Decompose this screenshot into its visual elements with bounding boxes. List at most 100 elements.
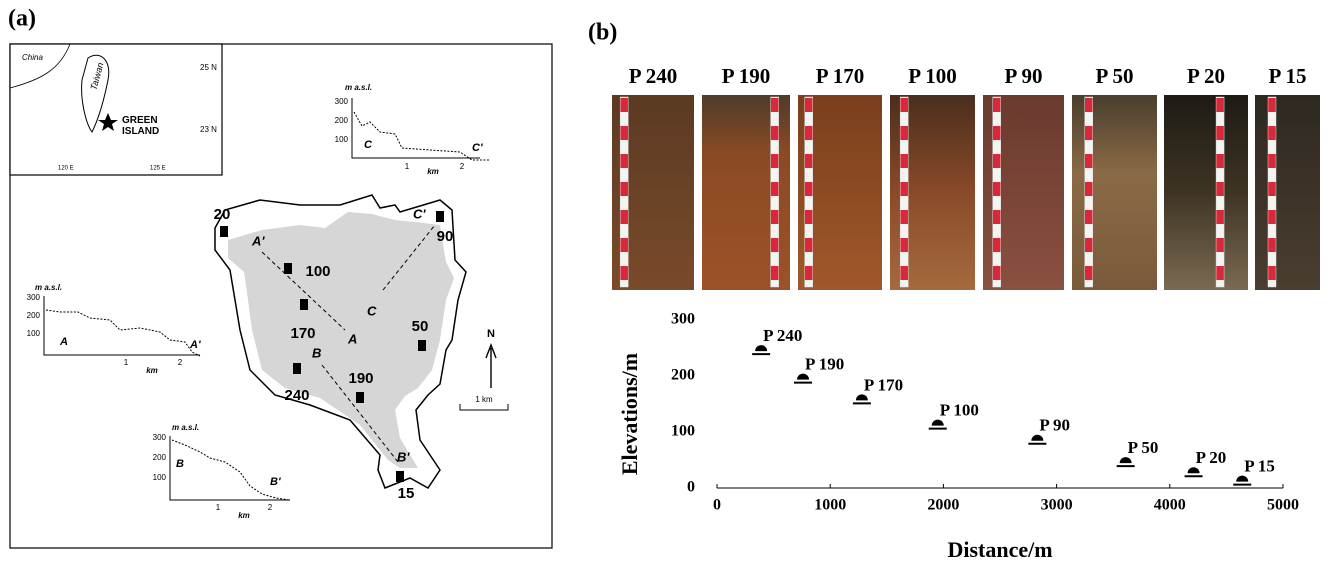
measuring-tape	[619, 96, 629, 288]
point-label: P 50	[1128, 438, 1159, 457]
site-marker	[418, 340, 426, 351]
photo-label: P 20	[1187, 64, 1225, 88]
inset-tick: 125 E	[150, 166, 166, 172]
coastline	[9, 43, 71, 89]
profile-b: m a.s.l. 300 200 100 B B' 1 2 km	[153, 423, 291, 520]
profile-tick: 1	[216, 503, 221, 512]
photo-label: P 50	[1096, 64, 1134, 88]
profile-xlabel: km	[427, 167, 439, 176]
x-tick-label: 4000	[1154, 497, 1186, 514]
point-label: P 90	[1039, 416, 1070, 435]
inset-tick: 23 N	[200, 125, 217, 134]
point	[1028, 434, 1047, 445]
site-marker	[284, 263, 292, 274]
profile-axis	[43, 296, 200, 356]
scale-bar	[459, 404, 509, 411]
photo-label: P 170	[816, 64, 864, 88]
point	[752, 345, 771, 356]
profile-tick: 2	[178, 358, 183, 367]
profile-tick: 300	[153, 433, 167, 442]
profile-tick: 1	[124, 358, 129, 367]
point	[928, 419, 947, 430]
chart: 0 1000 2000 3000 4000 5000 0 100 200 300 Elevation…	[617, 311, 1299, 562]
photo-label: P 190	[722, 64, 770, 88]
measuring-tape	[770, 96, 779, 288]
site-marker	[396, 471, 404, 482]
site-label: 15	[398, 485, 415, 502]
site-label: 50	[412, 318, 429, 335]
profile-unit: m a.s.l.	[172, 423, 199, 432]
photo-label: P 240	[629, 64, 677, 88]
point-marker	[755, 345, 768, 352]
profile-a: m a.s.l. 300 200 100 A A' 1 2 km	[27, 283, 201, 375]
profile-axis	[169, 436, 290, 501]
x-tick-label: 3000	[1041, 497, 1073, 514]
profile-tick: 200	[27, 311, 41, 320]
site-label: 170	[290, 325, 315, 342]
profile-c: m a.s.l. 300 200 100 C C' 1 2 km	[335, 83, 490, 176]
point	[794, 373, 813, 384]
site-label: 20	[214, 206, 231, 223]
point-marker	[1236, 475, 1249, 482]
profile-tick: 100	[153, 473, 167, 482]
site-label: 100	[305, 263, 330, 280]
y-tick-label: 300	[671, 311, 695, 328]
measuring-tape	[1267, 96, 1277, 288]
island-interior	[228, 212, 454, 468]
site-marker	[300, 299, 308, 310]
point-label: P 240	[763, 326, 802, 345]
profile-tick: 100	[27, 329, 41, 338]
site-markers	[220, 211, 444, 482]
inset-tick: 25 N	[200, 63, 217, 72]
photo-strip: P 240 P 190 P 170 P 100 P 90 P 50 P 20 P 15	[612, 64, 1320, 290]
profile-tick: 2	[268, 503, 273, 512]
x-tick-label: 0	[713, 497, 721, 514]
inset-text: China	[22, 53, 43, 62]
soil-photo	[1164, 95, 1248, 290]
measuring-tape	[899, 96, 909, 288]
point-label: P 15	[1244, 457, 1275, 476]
transect-label: B'	[397, 449, 410, 464]
point-label: P 100	[940, 401, 979, 420]
x-tick-label: 1000	[814, 497, 846, 514]
point-marker	[931, 419, 944, 426]
point-marker	[1119, 457, 1132, 464]
x-axis-title: Distance/m	[947, 537, 1052, 562]
profile-xlabel: km	[146, 366, 158, 375]
point	[852, 394, 871, 405]
measuring-tape	[804, 96, 813, 288]
profile-unit: m a.s.l.	[35, 283, 62, 292]
transect	[261, 251, 346, 331]
point-marker	[1187, 467, 1200, 474]
y-tick-label: 100	[671, 423, 695, 440]
transect-label: A'	[251, 233, 265, 248]
profile-end: B	[176, 458, 184, 470]
profile-line	[171, 439, 291, 501]
point-marker	[797, 373, 810, 380]
panel-label: (b)	[588, 20, 617, 46]
site-label: 190	[348, 370, 373, 387]
panel-label: (a)	[8, 6, 36, 32]
profile-end: B'	[270, 476, 281, 488]
x-tick-label: 5000	[1267, 497, 1299, 514]
profile-tick: 200	[153, 453, 167, 462]
profile-unit: m a.s.l.	[345, 83, 372, 92]
profile-tick: 2	[460, 162, 465, 171]
profile-tick: 300	[27, 293, 41, 302]
profile-end: C'	[472, 142, 483, 154]
transect-label: B	[312, 345, 321, 360]
measuring-tape	[992, 96, 1001, 288]
point	[1184, 467, 1203, 478]
profile-end: A	[59, 336, 68, 348]
profile-tick: 1	[405, 162, 410, 171]
point-label: P 170	[864, 375, 903, 394]
profile-tick: 200	[335, 116, 349, 125]
inset-tick: 120 E	[58, 166, 74, 172]
scale-label: 1 km	[475, 395, 493, 404]
point-label: P 20	[1196, 448, 1227, 467]
transect-label: C	[367, 303, 377, 318]
profile-line	[353, 111, 490, 161]
point-marker	[855, 394, 868, 401]
